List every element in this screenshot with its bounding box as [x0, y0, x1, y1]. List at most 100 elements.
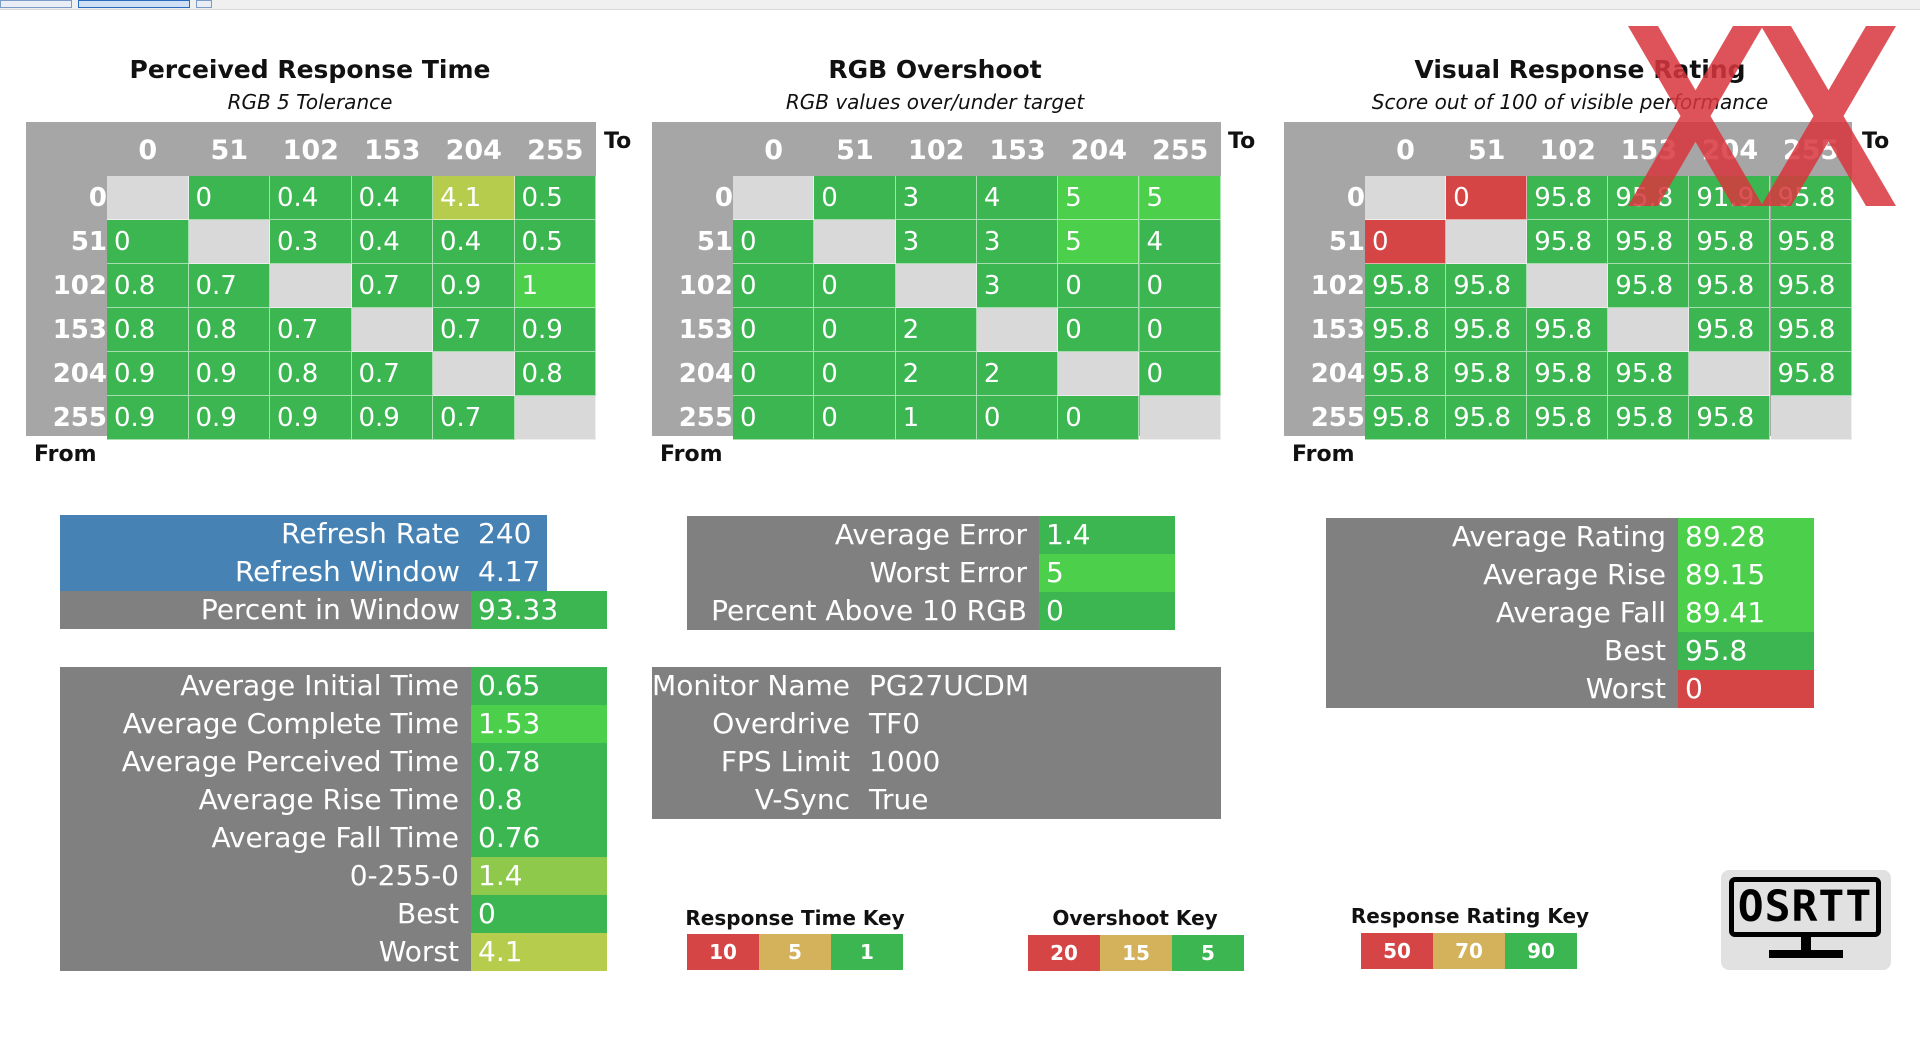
- perceived-cell: 0.9: [107, 396, 189, 440]
- fps-limit-row: FPS Limit: [652, 743, 862, 781]
- overshoot-cell: 0: [1139, 264, 1221, 308]
- error-stats-box: Average Error 1.4 Worst Error 5 Percent …: [687, 516, 1175, 630]
- rating-to-label: To: [1862, 129, 1890, 154]
- rating-cell: 0: [1446, 176, 1528, 220]
- avg-fall-value: 0.76: [471, 819, 607, 857]
- rating-cell: 95.8: [1689, 308, 1771, 352]
- avg-perceived-label: Average Perceived Time: [121, 745, 459, 778]
- overshoot-cell: 0: [814, 352, 896, 396]
- avg-fall-label: Average Fall Time: [211, 821, 459, 854]
- response-key-cell-1: 10: [687, 934, 759, 970]
- avg-fall-rating-row: Average Fall: [1326, 594, 1678, 632]
- rating-cell: [1365, 176, 1447, 220]
- monitor-name-row: Monitor Name: [652, 667, 862, 705]
- perceived-cell: 0.8: [270, 352, 352, 396]
- monitor-icon: OSRTT: [1729, 877, 1881, 937]
- overshoot-cell: 2: [895, 308, 977, 352]
- timing-worst-row: Worst: [60, 933, 471, 971]
- overshoot-cell: [1139, 396, 1221, 440]
- perceived-cell: 0: [107, 220, 189, 264]
- rating-cell: 95.8: [1365, 352, 1447, 396]
- refresh-rate-label: Refresh Rate: [281, 517, 460, 550]
- overshoot-cell: 5: [1058, 220, 1140, 264]
- perceived-cell: [433, 352, 515, 396]
- overshoot-cell: [895, 264, 977, 308]
- perceived-cell: [107, 176, 189, 220]
- perceived-col-header: 153: [364, 135, 421, 166]
- overshoot-col-header: 255: [1151, 135, 1209, 166]
- overshoot-from-label: From: [660, 442, 723, 467]
- overshoot-cell: 5: [1058, 176, 1140, 220]
- avg-fall-rating-label: Average Fall: [1495, 596, 1666, 629]
- avg-rise-rating-row: Average Rise: [1326, 556, 1678, 594]
- perceived-row-header: 51: [70, 227, 107, 257]
- sheet-tab-3[interactable]: [196, 0, 212, 8]
- monitor-stand-icon: [1801, 937, 1811, 951]
- perceived-cell: 0.9: [514, 308, 596, 352]
- rating-cell: 95.8: [1446, 396, 1528, 440]
- monitor-base-icon: [1769, 950, 1843, 958]
- rating-cell: 95.8: [1608, 352, 1690, 396]
- rating-cell: 95.8: [1770, 220, 1852, 264]
- perceived-cell: 0.4: [351, 176, 433, 220]
- refresh-window-value: 4.17: [471, 553, 547, 591]
- overshoot-grid: 0 51 102 153 204 255 0 0 3 4 5 5 51 0 3 3 5 4 102 0 0 3 0 0 153 0…: [652, 122, 1221, 440]
- perceived-grid: 0 51 102 153 204 255 0 0 0.4 0.4 4.1 0.5 51 0 0.3 0.4 0.…: [26, 122, 596, 440]
- avg-initial-row: Average Initial Time: [60, 667, 471, 705]
- overshoot-cell: 0: [814, 176, 896, 220]
- perceived-cell: 0.5: [514, 176, 596, 220]
- rating-cell: 95.8: [1365, 396, 1447, 440]
- overshoot-row-header: 0: [714, 183, 733, 213]
- overshoot-cell: 3: [976, 264, 1059, 308]
- rating-key-cell-2: 70: [1433, 933, 1505, 969]
- overshoot-cell: [976, 308, 1059, 352]
- perceived-cell: 0.9: [270, 396, 352, 440]
- perceived-cell: [188, 220, 270, 264]
- perceived-cell: 1: [514, 264, 596, 308]
- avg-rating-row: Average Rating: [1326, 518, 1678, 556]
- vsync-label: V-Sync: [754, 783, 850, 816]
- rating-cell: [1689, 352, 1771, 396]
- perceived-cell: 0.8: [107, 308, 189, 352]
- perceived-cell: 0.7: [351, 352, 433, 396]
- avg-rating-value: 89.28: [1678, 518, 1814, 556]
- refresh-stats-box: Refresh Rate 240 Refresh Window 4.17 Per…: [60, 515, 607, 629]
- overshoot-cell: 3: [976, 220, 1059, 264]
- overshoot-cell: 0: [814, 308, 896, 352]
- perceived-col-header: 0: [138, 135, 158, 166]
- rating-cell: 95.8: [1608, 264, 1690, 308]
- rating-cell: 95.8: [1689, 396, 1771, 440]
- rating-cell: 95.8: [1689, 264, 1771, 308]
- avg-rise-rating-label: Average Rise: [1483, 558, 1666, 591]
- overshoot-cell: [733, 176, 815, 220]
- rating-cell: 95.8: [1770, 352, 1852, 396]
- overshoot-cell: 0: [733, 396, 815, 440]
- sheet-tab-2-active[interactable]: [78, 0, 190, 8]
- perceived-from-label: From: [34, 442, 97, 467]
- rating-cell: 95.8: [1527, 396, 1609, 440]
- overshoot-cell: 0: [814, 396, 896, 440]
- rating-col-header: 0: [1396, 135, 1415, 166]
- rating-cell: 95.8: [1527, 352, 1609, 396]
- monitor-info-box: Monitor Name PG27UCDM Overdrive TF0 FPS …: [652, 667, 1221, 819]
- perceived-cell: 0.9: [433, 264, 515, 308]
- rating-from-label: From: [1292, 442, 1355, 467]
- rating-cell: 95.8: [1446, 352, 1528, 396]
- overshoot-cell: 0: [733, 264, 815, 308]
- rating-cell: 95.8: [1446, 264, 1528, 308]
- perceived-cell: 4.1: [433, 176, 515, 220]
- rating-cell: 95.8: [1608, 220, 1690, 264]
- perceived-cell: 0.7: [433, 396, 515, 440]
- rating-cell: 95.8: [1527, 308, 1609, 352]
- best-rating-value: 95.8: [1678, 632, 1814, 670]
- overshoot-cell: 0: [733, 308, 815, 352]
- sheet-tab-1[interactable]: [0, 0, 72, 8]
- overshoot-key-cell-1: 20: [1028, 935, 1100, 971]
- overshoot-cell: [1058, 352, 1140, 396]
- overshoot-cell: 2: [895, 352, 977, 396]
- overshoot-cell: 0: [1139, 352, 1221, 396]
- best-rating-row: Best: [1326, 632, 1678, 670]
- rating-key-title: Response Rating Key: [1350, 904, 1590, 928]
- perceived-cell: 0.8: [107, 264, 189, 308]
- perceived-title: Perceived Response Time: [129, 55, 491, 84]
